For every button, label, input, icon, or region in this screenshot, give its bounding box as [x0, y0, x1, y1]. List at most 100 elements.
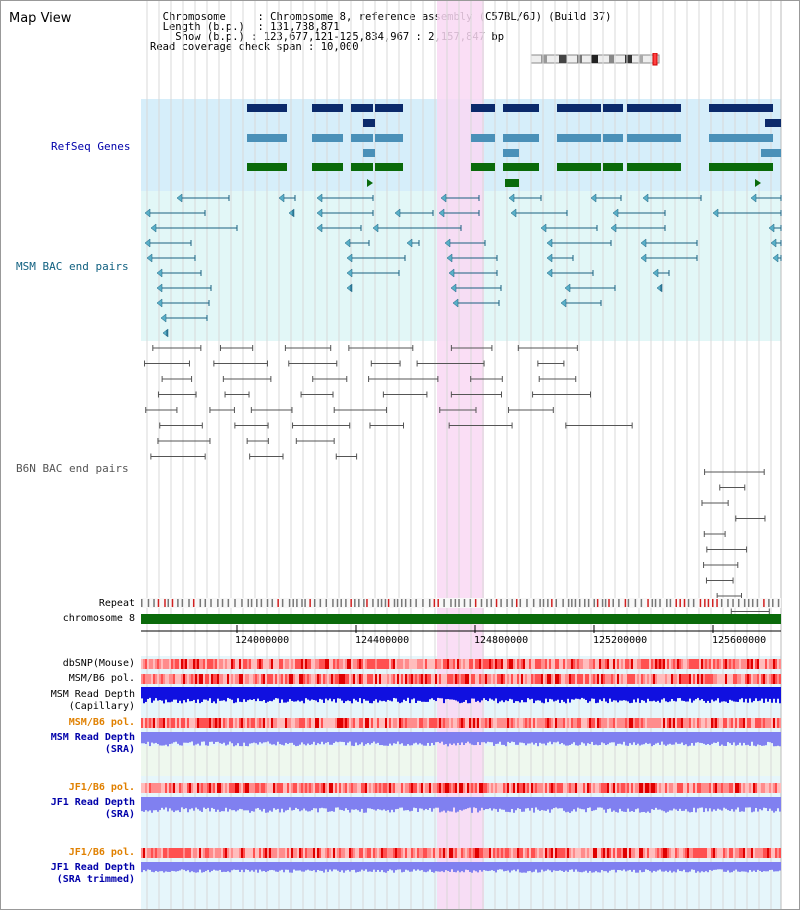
- snp-density-cell: [353, 848, 355, 858]
- snp-density-cell: [469, 718, 471, 728]
- snp-density-cell: [695, 783, 697, 793]
- snp-density-cell: [141, 718, 143, 728]
- snp-density-cell: [301, 674, 303, 684]
- snp-density-cell: [419, 848, 421, 858]
- read-depth-bar: [489, 687, 491, 699]
- read-depth-bar: [349, 732, 351, 742]
- snp-density-cell: [293, 783, 295, 793]
- repeat-element: [354, 599, 356, 607]
- snp-density-cell: [215, 674, 217, 684]
- gene-feature: [375, 134, 403, 142]
- read-depth-bar: [373, 862, 375, 870]
- snp-density-cell: [765, 848, 767, 858]
- read-depth-bar: [759, 732, 761, 746]
- snp-density-cell: [773, 674, 775, 684]
- read-depth-bar: [371, 687, 373, 704]
- read-depth-bar: [735, 862, 737, 870]
- repeat-element: [772, 599, 774, 607]
- snp-density-cell: [641, 718, 643, 728]
- snp-density-cell: [779, 848, 781, 858]
- read-depth-bar: [669, 687, 671, 702]
- read-depth-bar: [339, 797, 341, 810]
- read-depth-bar: [433, 687, 435, 700]
- read-depth-bar: [219, 797, 221, 812]
- snp-density-cell: [419, 783, 421, 793]
- msm-b6-pol-label-2: MSM/B6 pol.: [68, 717, 135, 728]
- read-depth-bar: [533, 797, 535, 813]
- snp-density-cell: [733, 674, 735, 684]
- read-depth-bar: [697, 687, 699, 698]
- read-depth-bar: [399, 732, 401, 745]
- snp-density-cell: [761, 848, 763, 858]
- read-depth-bar: [221, 797, 223, 812]
- snp-density-cell: [597, 848, 599, 858]
- read-depth-bar: [661, 797, 663, 811]
- read-depth-bar: [699, 687, 701, 701]
- snp-density-cell: [337, 659, 339, 669]
- read-depth-bar: [223, 732, 225, 743]
- read-depth-bar: [183, 687, 185, 701]
- read-depth-bar: [557, 687, 559, 700]
- snp-density-cell: [757, 718, 759, 728]
- snp-density-cell: [545, 659, 547, 669]
- snp-density-cell: [331, 848, 333, 858]
- read-depth-bar: [213, 862, 215, 870]
- read-depth-bar: [443, 732, 445, 745]
- snp-density-cell: [769, 659, 771, 669]
- snp-density-cell: [577, 783, 579, 793]
- snp-density-cell: [497, 674, 499, 684]
- snp-density-cell: [629, 848, 631, 858]
- snp-density-cell: [435, 848, 437, 858]
- snp-density-cell: [211, 848, 213, 858]
- read-depth-bar: [457, 797, 459, 812]
- snp-density-cell: [557, 848, 559, 858]
- read-depth-bar: [311, 687, 313, 700]
- read-depth-bar: [521, 862, 523, 873]
- gene-feature: [471, 104, 495, 112]
- snp-density-cell: [681, 783, 683, 793]
- read-depth-bar: [525, 687, 527, 703]
- snp-density-cell: [339, 659, 341, 669]
- snp-density-cell: [363, 783, 365, 793]
- read-depth-bar: [497, 732, 499, 744]
- read-depth-bar: [323, 687, 325, 703]
- read-depth-bar: [243, 687, 245, 700]
- repeat-element: [387, 599, 390, 607]
- read-depth-bar: [623, 732, 625, 742]
- read-depth-bar: [213, 797, 215, 809]
- snp-density-cell: [313, 674, 315, 684]
- snp-density-cell: [615, 659, 617, 669]
- read-depth-bar: [573, 687, 575, 700]
- snp-density-cell: [551, 674, 553, 684]
- read-depth-bar: [763, 732, 765, 746]
- read-depth-bar: [195, 862, 197, 873]
- bac-end-marker: [652, 268, 659, 278]
- read-depth-bar: [155, 797, 157, 811]
- snp-density-cell: [287, 718, 289, 728]
- msm-bac-track-label: MSM BAC end pairs: [16, 260, 129, 273]
- gene-arrow: [351, 104, 356, 112]
- repeat-element: [618, 599, 620, 607]
- snp-density-cell: [277, 783, 279, 793]
- read-depth-bar: [605, 687, 607, 702]
- snp-density-cell: [547, 674, 549, 684]
- repeat-element: [711, 599, 714, 607]
- read-depth-bar: [503, 797, 505, 810]
- snp-density-cell: [353, 659, 355, 669]
- read-depth-bar: [389, 687, 391, 701]
- repeat-element: [164, 599, 166, 607]
- read-depth-bar: [329, 797, 331, 812]
- snp-density-cell: [447, 783, 449, 793]
- read-depth-bar: [501, 687, 503, 701]
- read-depth-bar: [539, 687, 541, 701]
- snp-density-cell: [175, 783, 177, 793]
- snp-density-cell: [233, 718, 235, 728]
- snp-density-cell: [381, 659, 383, 669]
- snp-density-cell: [629, 659, 631, 669]
- read-depth-bar: [349, 797, 351, 813]
- repeat-element: [301, 599, 303, 607]
- read-depth-bar: [249, 687, 251, 700]
- snp-density-cell: [575, 783, 577, 793]
- read-depth-bar: [717, 732, 719, 742]
